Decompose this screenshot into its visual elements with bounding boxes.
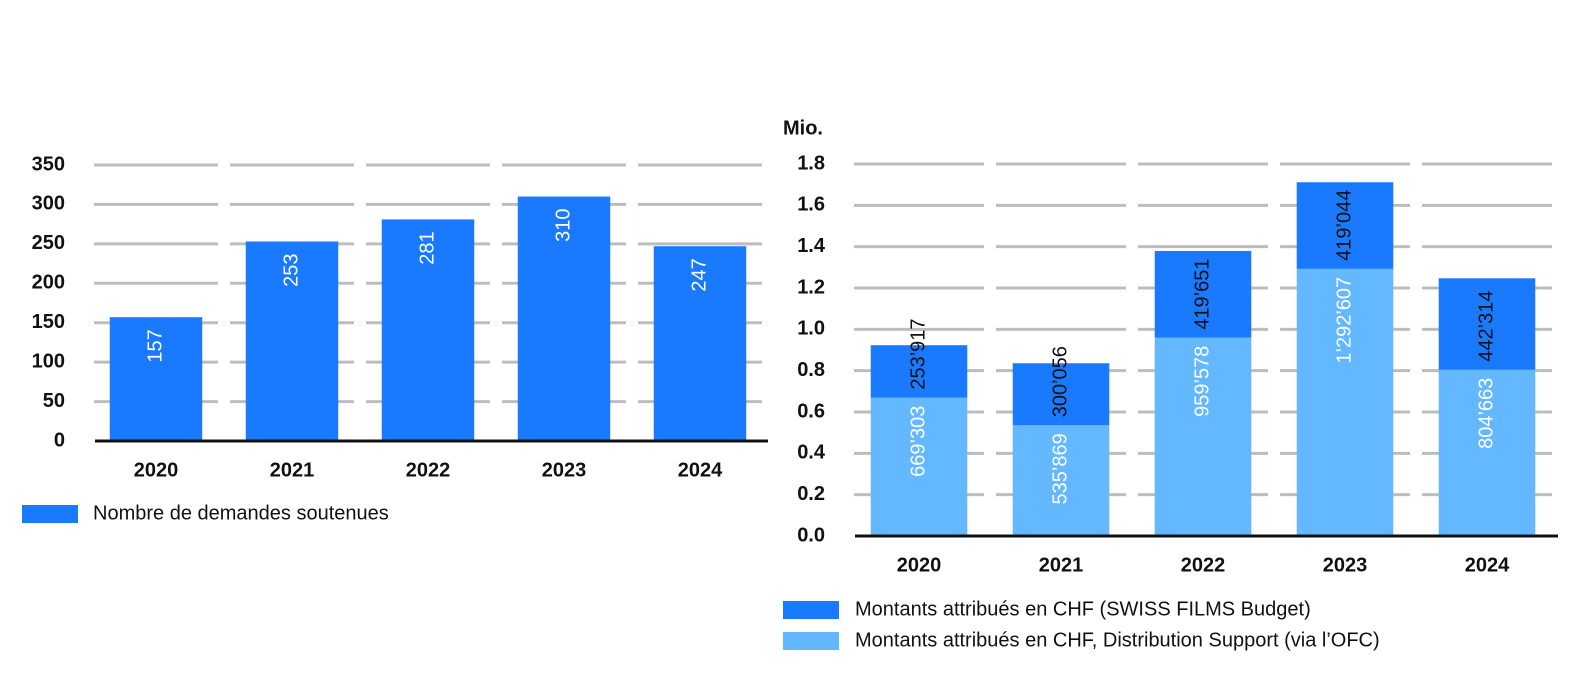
y-tick-label: 250 [32,232,65,254]
bar-segment [1012,363,1110,426]
legend-swatch [783,632,839,650]
value-label: 804’663 [1475,378,1497,449]
bar-segment [1012,425,1110,536]
x-tick-label: 2021 [1039,554,1084,576]
bar [517,196,611,441]
value-label: 247 [688,258,710,291]
value-label: 1’292’607 [1333,277,1355,364]
value-label: 253’917 [907,318,929,389]
x-tick-label: 2020 [897,554,942,576]
bar-segment [1154,337,1252,536]
value-label: 442’314 [1475,291,1497,362]
value-label: 419’044 [1333,190,1355,261]
value-label: 281 [416,231,438,264]
y-tick-label: 150 [32,311,65,333]
bar-segment [1154,250,1252,338]
bar [381,219,475,441]
x-tick-label: 2023 [1323,554,1368,576]
bar-segment [870,397,968,536]
legend-swatch [22,505,78,523]
value-label: 310 [552,209,574,242]
y-tick-label: 50 [43,390,65,412]
value-label: 959’578 [1191,346,1213,417]
legend-label: Montants attribués en CHF, Distribution … [855,629,1380,651]
y-tick-label: 1.0 [797,318,825,340]
y-tick-label: 200 [32,272,65,294]
x-tick-label: 2023 [542,459,587,481]
legend-label: Montants attribués en CHF (SWISS FILMS B… [855,598,1311,620]
bar [109,317,203,441]
bar-segment [1296,268,1394,536]
value-label: 419’651 [1191,258,1213,329]
legend-label: Nombre de demandes soutenues [93,502,389,524]
legend-swatch [783,601,839,619]
x-tick-label: 2021 [270,459,315,481]
y-unit-label: Mio. [783,117,823,139]
y-tick-label: 1.2 [797,276,825,298]
x-tick-label: 2020 [134,459,179,481]
bar-segment [1438,369,1536,536]
value-label: 157 [144,329,166,362]
y-tick-label: 0.2 [797,483,825,505]
value-label: 253 [280,253,302,286]
y-tick-label: 0.0 [797,524,825,546]
value-label: 300’056 [1049,346,1071,417]
y-tick-label: 0 [54,429,65,451]
y-tick-label: 0.8 [797,359,825,381]
value-label: 669’303 [907,406,929,477]
y-tick-label: 300 [32,193,65,215]
y-tick-label: 1.8 [797,152,825,174]
x-tick-label: 2024 [678,459,723,481]
x-tick-label: 2024 [1465,554,1510,576]
value-label: 535’869 [1049,433,1071,504]
x-tick-label: 2022 [1181,554,1226,576]
y-tick-label: 0.4 [797,442,826,464]
x-tick-label: 2022 [406,459,451,481]
y-tick-label: 1.4 [797,235,826,257]
y-tick-label: 100 [32,350,65,372]
bar [653,246,747,441]
bar-segment [1296,182,1394,269]
bar [245,241,339,441]
y-tick-label: 350 [32,153,65,175]
bar-segment [870,345,968,398]
y-tick-label: 0.6 [797,400,825,422]
y-tick-label: 1.6 [797,194,825,216]
bar-segment [1438,278,1536,370]
